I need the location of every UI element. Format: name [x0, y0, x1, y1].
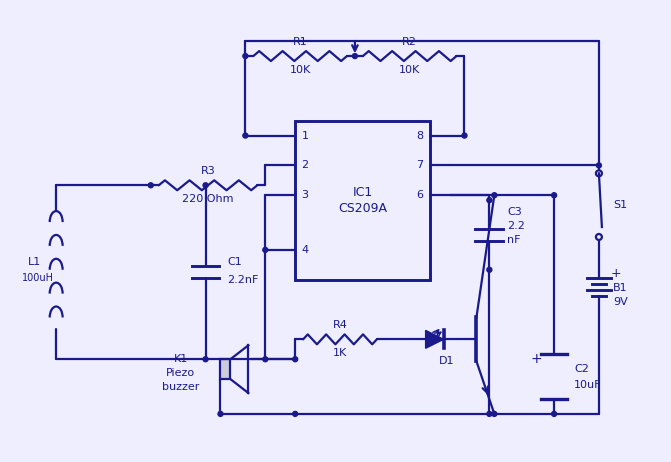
Circle shape [243, 54, 248, 59]
Text: K1: K1 [174, 354, 188, 364]
Text: 7: 7 [416, 160, 423, 170]
Circle shape [597, 163, 601, 168]
Text: B1: B1 [613, 283, 627, 292]
Text: R2: R2 [402, 37, 417, 47]
Text: C2: C2 [574, 364, 589, 374]
Text: 2: 2 [301, 160, 309, 170]
Text: Piezo: Piezo [166, 368, 195, 378]
Text: 10uF: 10uF [574, 380, 601, 389]
Circle shape [352, 54, 358, 59]
Circle shape [552, 411, 556, 416]
Text: D1: D1 [439, 356, 454, 366]
Text: C3: C3 [507, 207, 522, 217]
Text: 100uH: 100uH [22, 273, 54, 283]
Text: 3: 3 [302, 190, 309, 200]
Circle shape [203, 357, 208, 362]
Text: 220 Ohm: 220 Ohm [183, 194, 234, 204]
Polygon shape [425, 330, 444, 348]
Text: 1: 1 [302, 131, 309, 140]
Text: 10K: 10K [289, 65, 311, 75]
Text: 2.2nF: 2.2nF [227, 275, 259, 285]
Bar [221, 359, 230, 379]
Text: 9V: 9V [613, 297, 627, 307]
Circle shape [218, 411, 223, 416]
Circle shape [462, 133, 467, 138]
Text: L1: L1 [28, 257, 41, 267]
Text: R1: R1 [293, 37, 307, 47]
Text: R3: R3 [201, 166, 215, 176]
Circle shape [487, 198, 492, 203]
Circle shape [487, 411, 492, 416]
Text: 2.2: 2.2 [507, 221, 525, 231]
Text: +: + [530, 352, 542, 366]
Text: C1: C1 [227, 257, 242, 267]
Circle shape [243, 133, 248, 138]
Text: nF: nF [507, 235, 521, 245]
Text: +: + [611, 267, 621, 280]
Circle shape [263, 247, 268, 252]
Circle shape [263, 357, 268, 362]
Text: CS209A: CS209A [338, 201, 387, 215]
Text: 4: 4 [301, 245, 309, 255]
Circle shape [293, 411, 298, 416]
Circle shape [148, 183, 153, 188]
Text: 10K: 10K [399, 65, 420, 75]
Text: IC1: IC1 [352, 186, 372, 199]
Text: 1K: 1K [333, 348, 347, 358]
Circle shape [552, 193, 556, 198]
Text: 6: 6 [416, 190, 423, 200]
Bar [295, 121, 429, 280]
Circle shape [492, 193, 497, 198]
Circle shape [203, 183, 208, 188]
Circle shape [293, 357, 298, 362]
Text: R4: R4 [333, 321, 348, 330]
Text: 8: 8 [416, 131, 423, 140]
Text: buzzer: buzzer [162, 382, 199, 392]
Circle shape [492, 411, 497, 416]
Circle shape [487, 267, 492, 272]
Text: S1: S1 [613, 200, 627, 210]
